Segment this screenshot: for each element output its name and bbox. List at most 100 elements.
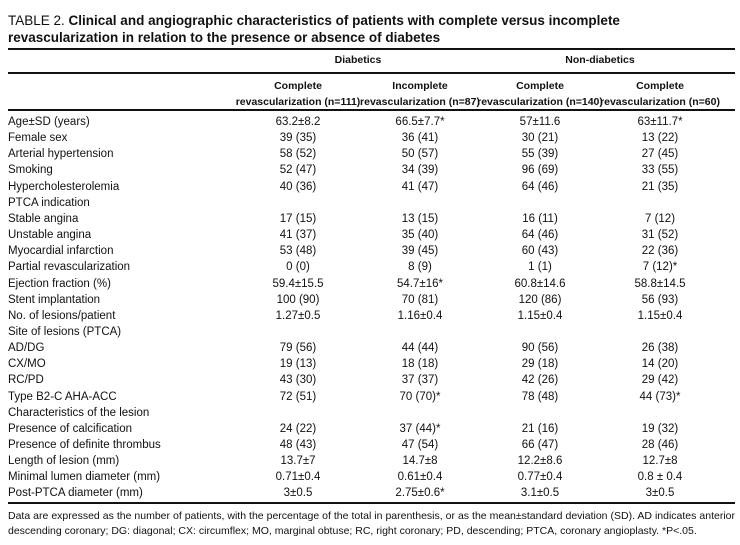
table-cell: 19 (32) (641, 422, 679, 435)
table-cell: 0 (0) (286, 261, 310, 274)
row-label: Myocardial infarction (8, 245, 114, 258)
row-label: Site of lesions (PTCA) (8, 325, 122, 338)
table-cell: 96 (69) (521, 164, 559, 177)
row-label: Age±SD (years) (8, 116, 90, 128)
row-label: CX/MO (8, 358, 46, 371)
table-cell: 1.15±0.4 (517, 309, 563, 322)
column-header: revascularization (n=111) (235, 96, 361, 108)
table-cell: 13.7±7 (280, 455, 316, 468)
header-rule (8, 109, 735, 111)
group-header-diabetics: Diabetics (334, 54, 382, 66)
row-label: RC/PD (8, 374, 44, 387)
table-cell: 14 (20) (641, 358, 679, 371)
table-cell: 52 (47) (279, 164, 317, 177)
table-cell: 0.61±0.4 (397, 471, 443, 484)
table-cell: 29 (42) (641, 374, 679, 387)
row-label: No. of lesions/patient (8, 309, 116, 322)
row-label: Length of lesion (mm) (8, 455, 120, 468)
table-cell: 13 (15) (401, 212, 439, 225)
table-cell: 7 (12)* (642, 261, 678, 274)
column-header: revascularization (n=140) (477, 96, 603, 108)
table-cell: 1.15±0.4 (637, 309, 683, 322)
group-rule (8, 72, 735, 74)
table-cell: 40 (36) (279, 180, 317, 193)
row-label: Smoking (8, 164, 53, 177)
row-label: PTCA indication (8, 196, 90, 209)
table-cell: 12.7±8 (642, 455, 678, 468)
row-label: Stable angina (8, 212, 79, 225)
table-cell: 29 (18) (521, 358, 559, 371)
row-label: Presence of definite thrombus (8, 439, 161, 451)
top-rule (8, 48, 735, 50)
row-label: Presence of calcification (8, 422, 133, 435)
table-cell: 58 (52) (279, 148, 317, 161)
bottom-rule (8, 502, 735, 504)
table-cell: 3.1±0.5 (520, 487, 560, 500)
table-label: TABLE 2. (8, 13, 65, 28)
table-cell: 42 (26) (521, 374, 559, 387)
table-cell: 58.8±14.5 (634, 277, 686, 290)
table-cell: 0.77±0.4 (517, 471, 563, 484)
row-label: Female sex (8, 132, 68, 145)
table-cell: 21 (35) (641, 180, 679, 193)
table-cell: 70 (70)* (399, 390, 441, 403)
table-cell: 1.27±0.5 (275, 309, 321, 322)
table-cell: 18 (18) (401, 358, 439, 371)
table-cell: 30 (21) (521, 132, 559, 145)
table-cell: 21 (16) (521, 422, 559, 435)
table-cell: 56 (93) (641, 293, 679, 306)
table-cell: 0.71±0.4 (275, 471, 321, 484)
table-title: TABLE 2. Clinical and angiographic chara… (8, 12, 733, 46)
table-cell: 63±11.7* (637, 116, 683, 128)
table-cell: 13 (22) (641, 132, 679, 145)
table-cell: 12.2±8.6 (517, 455, 563, 468)
row-label: Post-PTCA diameter (mm) (8, 487, 143, 500)
row-label: AD/DG (8, 342, 45, 355)
table-cell: 22 (36) (641, 245, 679, 258)
table-cell: 79 (56) (279, 342, 317, 355)
row-label: Type B2-C AHA-ACC (8, 390, 117, 403)
table-cell: 3±0.5 (645, 487, 675, 500)
table-cell: 55 (39) (521, 148, 559, 161)
table-cell: 57±11.6 (519, 116, 561, 128)
table-cell: 43 (30) (279, 374, 317, 387)
table-cell: 8 (9) (408, 261, 432, 274)
table-cell: 39 (35) (279, 132, 317, 145)
table-cell: 53 (48) (279, 245, 317, 258)
table-cell: 64 (46) (521, 229, 559, 242)
table-caption: Clinical and angiographic characteristic… (8, 13, 620, 45)
table-cell: 63.2±8.2 (275, 116, 321, 128)
table-cell: 19 (13) (279, 358, 317, 371)
table-cell: 37 (37) (401, 374, 439, 387)
table-cell: 59.4±15.5 (272, 277, 324, 290)
table-cell: 0.8 ± 0.4 (637, 471, 683, 484)
table-cell: 35 (40) (401, 229, 439, 242)
table-cell: 44 (44) (401, 342, 439, 355)
table-cell: 36 (41) (401, 132, 439, 145)
table-cell: 44 (73)* (639, 390, 681, 403)
table-cell: 1 (1) (528, 261, 552, 274)
row-label: Arterial hypertension (8, 148, 114, 161)
table-cell: 31 (52) (641, 229, 679, 242)
table-cell: 14.7±8 (402, 455, 438, 468)
table-cell: 41 (37) (279, 229, 317, 242)
table-cell: 66.5±7.7* (395, 116, 445, 128)
table-cell: 7 (12) (644, 212, 676, 225)
table-cell: 26 (38) (641, 342, 679, 355)
group-header-non-diabetics: Non-diabetics (565, 54, 635, 66)
table-cell: 16 (11) (522, 212, 558, 225)
table-cell: 60.8±14.6 (514, 277, 566, 290)
table-cell: 50 (57) (401, 148, 439, 161)
table-cell: 78 (48) (521, 390, 559, 403)
table-cell: 120 (86) (518, 293, 562, 306)
table-cell: 24 (22) (279, 422, 317, 435)
column-header: Complete (636, 80, 684, 92)
table-cell: 54.7±16* (397, 277, 443, 290)
column-header: Complete (516, 80, 564, 92)
table-footnote: Data are expressed as the number of pati… (8, 510, 735, 537)
table-cell: 72 (51) (279, 390, 317, 403)
table-cell: 41 (47) (401, 180, 439, 193)
table-cell: 66 (47) (521, 439, 559, 451)
table-cell: 60 (43) (521, 245, 559, 258)
table-cell: 1.16±0.4 (397, 309, 443, 322)
